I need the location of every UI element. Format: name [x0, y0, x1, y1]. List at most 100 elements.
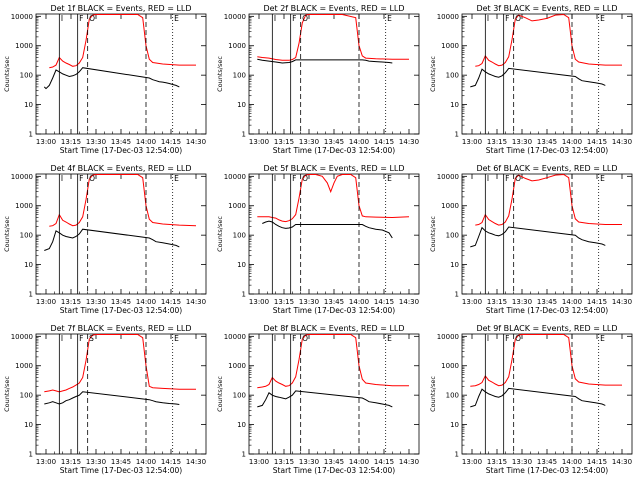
marker-label: F — [79, 174, 83, 183]
y-tick-label: 1 — [242, 291, 246, 299]
x-tick-label: 14:00 — [136, 138, 156, 146]
panel-det-6: Det 6f BLACK = Events, RED = LLD 1 10 100 10… — [429, 164, 633, 315]
marker-label: F — [505, 334, 509, 343]
marker-label: I — [274, 174, 276, 183]
y-tick-label: 10 — [24, 421, 33, 429]
marker-label: E — [600, 14, 605, 23]
plot-frame — [248, 173, 420, 295]
plot-frame — [461, 333, 633, 455]
plot-frame — [461, 13, 633, 135]
x-tick-label: 14:30 — [612, 458, 632, 466]
y-tick-label: 10000 — [437, 173, 459, 181]
x-tick-label: 13:45 — [324, 298, 344, 306]
y-tick-label: 1000 — [15, 202, 33, 210]
x-tick-label: 13:00 — [36, 298, 56, 306]
marker-label: I — [61, 334, 63, 343]
marker-label: O — [515, 174, 521, 183]
x-tick-label: 13:45 — [537, 458, 557, 466]
y-axis-label: Counts/sec — [216, 56, 224, 92]
series-events — [470, 387, 606, 408]
y-tick-label: 1000 — [15, 362, 33, 370]
x-tick-label: 14:15 — [374, 138, 394, 146]
panel-title: Det 3f BLACK = Events, RED = LLD — [476, 4, 617, 13]
marker-label: F — [505, 174, 509, 183]
x-tick-label: 13:30 — [86, 138, 106, 146]
panel-title: Det 4f BLACK = Events, RED = LLD — [50, 164, 191, 173]
y-tick-label: 1000 — [228, 362, 246, 370]
series-events — [44, 228, 180, 251]
x-tick-label: 13:45 — [111, 458, 131, 466]
x-tick-label: 14:30 — [612, 298, 632, 306]
x-tick-label: 13:15 — [274, 298, 294, 306]
plot-frame — [35, 333, 207, 455]
x-tick-label: 13:45 — [537, 298, 557, 306]
panel-title: Det 6f BLACK = Events, RED = LLD — [476, 164, 617, 173]
plot-frame — [461, 173, 633, 295]
series-lld — [475, 173, 622, 226]
series-events — [470, 67, 606, 88]
x-tick-label: 13:15 — [274, 458, 294, 466]
x-axis-label: Start Time (17-Dec-03 12:54:00) — [486, 466, 608, 475]
marker-label: F — [292, 334, 296, 343]
marker-label: O — [89, 14, 95, 23]
y-tick-label: 1 — [242, 131, 246, 139]
x-tick-label: 14:00 — [349, 138, 369, 146]
series-lld — [49, 174, 197, 227]
series-lld — [257, 334, 409, 389]
y-axis-label: Counts/sec — [216, 376, 224, 412]
x-tick-label: 14:15 — [161, 298, 181, 306]
y-tick-label: 10000 — [437, 13, 459, 21]
plot-frame — [248, 13, 420, 135]
panel-det-1: Det 1f BLACK = Events, RED = LLD 1 10 100 10… — [3, 4, 207, 155]
marker-label: O — [302, 14, 308, 23]
x-tick-label: 13:15 — [61, 298, 81, 306]
x-tick-label: 13:30 — [299, 138, 319, 146]
x-tick-label: 13:00 — [249, 298, 269, 306]
x-tick-label: 14:15 — [587, 138, 607, 146]
panel-det-4: Det 4f BLACK = Events, RED = LLD 1 10 100 10… — [3, 164, 207, 315]
x-tick-label: 13:15 — [61, 458, 81, 466]
series-lld — [257, 174, 410, 223]
panel-det-3: Det 3f BLACK = Events, RED = LLD 1 10 100 10… — [429, 4, 633, 155]
x-tick-label: 13:00 — [36, 138, 56, 146]
x-tick-label: 14:15 — [587, 458, 607, 466]
x-tick-label: 14:30 — [399, 138, 419, 146]
panel-title: Det 2f BLACK = Events, RED = LLD — [263, 4, 404, 13]
series-lld — [470, 334, 622, 387]
x-tick-label: 13:30 — [512, 138, 532, 146]
y-tick-label: 1000 — [441, 362, 459, 370]
y-tick-label: 1000 — [441, 42, 459, 50]
y-tick-label: 100 — [233, 232, 246, 240]
panel-title: Det 9f BLACK = Events, RED = LLD — [476, 324, 617, 333]
marker-label: E — [387, 334, 392, 343]
y-tick-label: 10000 — [437, 333, 459, 341]
y-tick-label: 1 — [455, 451, 459, 459]
x-tick-label: 14:00 — [562, 458, 582, 466]
marker-label: E — [387, 14, 392, 23]
y-axis-label: Counts/sec — [3, 216, 11, 252]
x-tick-label: 14:15 — [374, 458, 394, 466]
marker-label: S — [89, 334, 94, 343]
y-tick-label: 100 — [20, 232, 33, 240]
x-tick-label: 14:00 — [562, 298, 582, 306]
x-tick-label: 13:30 — [299, 298, 319, 306]
x-tick-label: 14:00 — [136, 298, 156, 306]
x-axis-label: Start Time (17-Dec-03 12:54:00) — [60, 306, 182, 315]
y-tick-label: 1000 — [441, 202, 459, 210]
y-tick-label: 10000 — [224, 13, 246, 21]
x-tick-label: 14:30 — [186, 458, 206, 466]
panel-title: Det 1f BLACK = Events, RED = LLD — [50, 4, 191, 13]
y-tick-label: 1 — [29, 131, 33, 139]
x-tick-label: 14:00 — [349, 298, 369, 306]
y-tick-label: 100 — [233, 72, 246, 80]
marker-label: E — [600, 174, 605, 183]
panel-title: Det 7f BLACK = Events, RED = LLD — [50, 324, 191, 333]
y-tick-label: 1 — [29, 451, 33, 459]
marker-label: I — [61, 14, 63, 23]
series-events — [470, 226, 606, 248]
x-tick-label: 14:30 — [399, 458, 419, 466]
marker-label: E — [174, 14, 179, 23]
y-tick-label: 1 — [242, 451, 246, 459]
marker-label: E — [174, 334, 179, 343]
panel-det-7: Det 7f BLACK = Events, RED = LLD 1 10 100 10… — [3, 324, 207, 475]
